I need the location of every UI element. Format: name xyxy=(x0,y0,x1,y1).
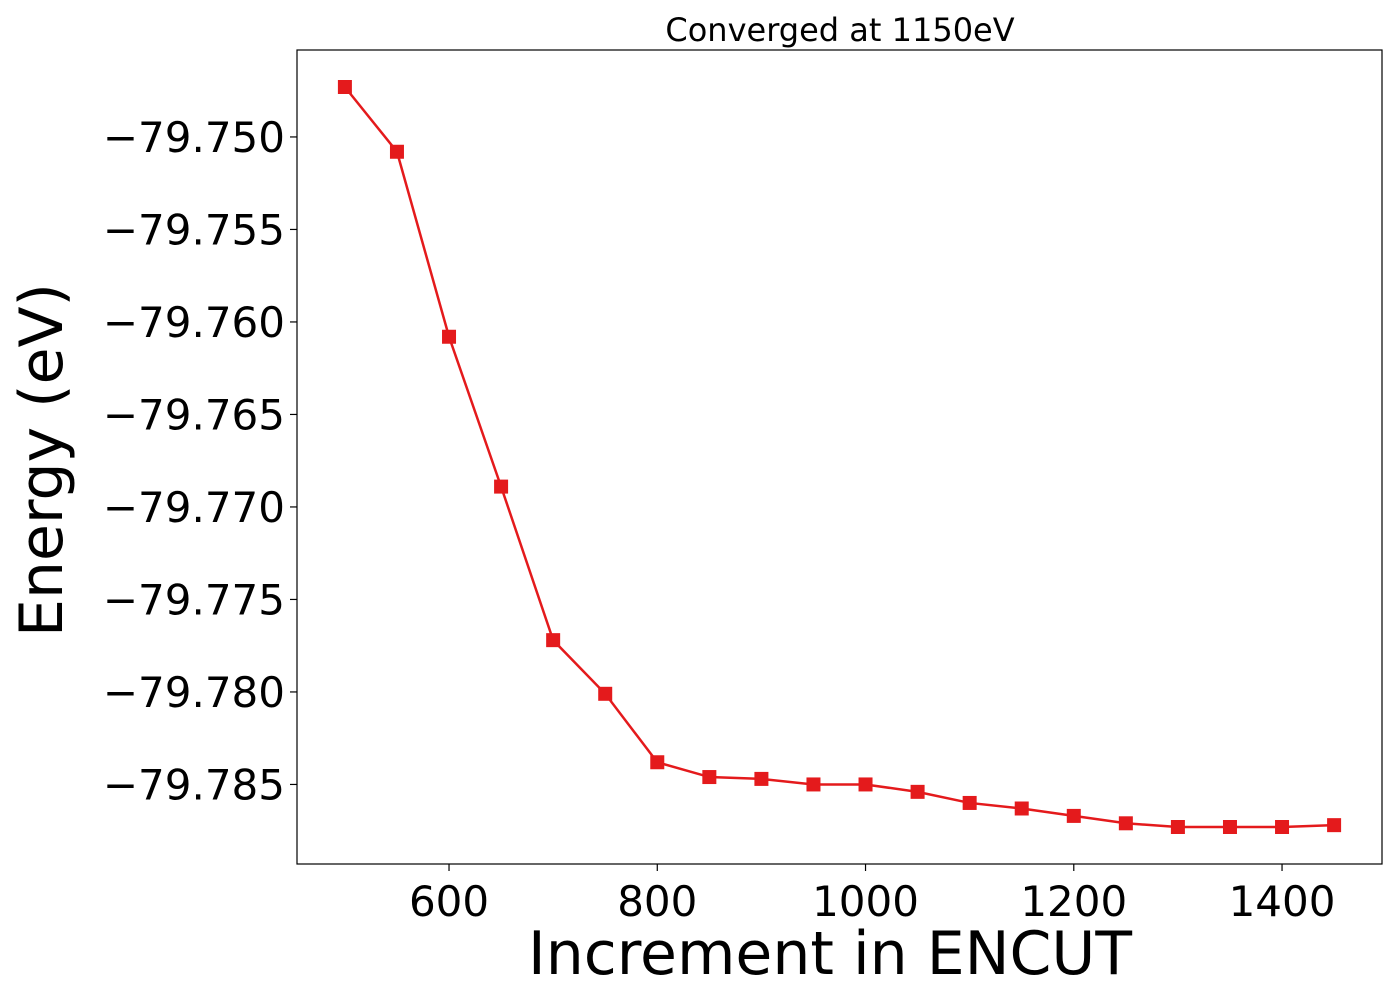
data-point xyxy=(702,770,717,785)
x-tick-label: 600 xyxy=(409,877,489,926)
data-point xyxy=(442,329,457,344)
y-tick-label: −79.755 xyxy=(103,205,285,254)
series-line xyxy=(343,86,1335,829)
data-point xyxy=(754,771,769,786)
x-tick-label: 1400 xyxy=(1229,877,1336,926)
x-axis-ticks: 600 800 1000 1200 1400 xyxy=(409,864,1336,926)
x-axis-label: Increment in ENCUT xyxy=(528,919,1132,989)
y-tick-label: −79.780 xyxy=(103,668,285,717)
y-tick-label: −79.760 xyxy=(103,298,285,347)
y-tick-label: −79.770 xyxy=(103,483,285,532)
data-point xyxy=(806,777,821,792)
x-tick-label: 1200 xyxy=(1020,877,1127,926)
chart-title: Converged at 1150eV xyxy=(665,11,1014,49)
data-point xyxy=(1275,820,1290,834)
data-point xyxy=(1170,820,1185,834)
data-point xyxy=(910,784,925,799)
data-point xyxy=(494,479,509,494)
y-axis-label: Energy (eV) xyxy=(7,283,77,637)
data-point xyxy=(1118,816,1133,831)
data-point xyxy=(962,795,977,810)
y-tick-label: −79.750 xyxy=(103,113,285,162)
data-point xyxy=(389,144,404,159)
series-layer xyxy=(337,80,1342,834)
data-point xyxy=(650,755,665,770)
data-point xyxy=(546,633,561,648)
x-tick-label: 1000 xyxy=(812,877,919,926)
y-tick-label: −79.785 xyxy=(103,760,285,809)
plot-area xyxy=(296,49,1383,865)
data-point xyxy=(1222,820,1237,834)
data-point xyxy=(1014,801,1029,816)
y-tick-label: −79.775 xyxy=(103,575,285,624)
data-point xyxy=(1066,808,1081,823)
data-point xyxy=(858,777,873,792)
data-point xyxy=(598,686,613,701)
data-point xyxy=(1327,818,1342,833)
y-axis-ticks: −79.750 −79.755 −79.760 −79.765 −79.770 −79.7… xyxy=(103,113,297,809)
y-tick-label: −79.765 xyxy=(103,390,285,439)
x-tick-label: 800 xyxy=(617,877,697,926)
data-point xyxy=(337,80,352,94)
